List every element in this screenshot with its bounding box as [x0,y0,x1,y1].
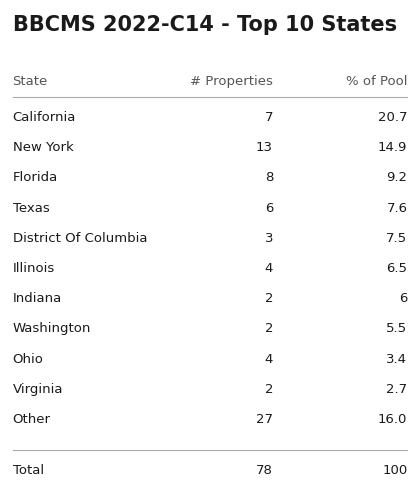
Text: Other: Other [13,413,50,426]
Text: California: California [13,111,76,124]
Text: Texas: Texas [13,202,50,215]
Text: Indiana: Indiana [13,292,62,305]
Text: 3.4: 3.4 [386,353,407,366]
Text: District Of Columbia: District Of Columbia [13,232,147,245]
Text: BBCMS 2022-C14 - Top 10 States: BBCMS 2022-C14 - Top 10 States [13,15,397,35]
Text: 6: 6 [399,292,407,305]
Text: State: State [13,75,48,89]
Text: 4: 4 [265,353,273,366]
Text: Illinois: Illinois [13,262,55,275]
Text: 2: 2 [265,383,273,396]
Text: # Properties: # Properties [190,75,273,89]
Text: Florida: Florida [13,171,58,185]
Text: 20.7: 20.7 [378,111,407,124]
Text: 6.5: 6.5 [386,262,407,275]
Text: 3: 3 [265,232,273,245]
Text: % of Pool: % of Pool [346,75,407,89]
Text: 16.0: 16.0 [378,413,407,426]
Text: 7.5: 7.5 [386,232,407,245]
Text: 27: 27 [256,413,273,426]
Text: 2: 2 [265,292,273,305]
Text: 5.5: 5.5 [386,322,407,336]
Text: 2.7: 2.7 [386,383,407,396]
Text: 78: 78 [256,464,273,477]
Text: Virginia: Virginia [13,383,63,396]
Text: Ohio: Ohio [13,353,44,366]
Text: 2: 2 [265,322,273,336]
Text: 100: 100 [382,464,407,477]
Text: 14.9: 14.9 [378,141,407,154]
Text: 8: 8 [265,171,273,185]
Text: New York: New York [13,141,74,154]
Text: 6: 6 [265,202,273,215]
Text: Total: Total [13,464,44,477]
Text: 9.2: 9.2 [386,171,407,185]
Text: 4: 4 [265,262,273,275]
Text: Washington: Washington [13,322,91,336]
Text: 7: 7 [265,111,273,124]
Text: 7.6: 7.6 [386,202,407,215]
Text: 13: 13 [256,141,273,154]
